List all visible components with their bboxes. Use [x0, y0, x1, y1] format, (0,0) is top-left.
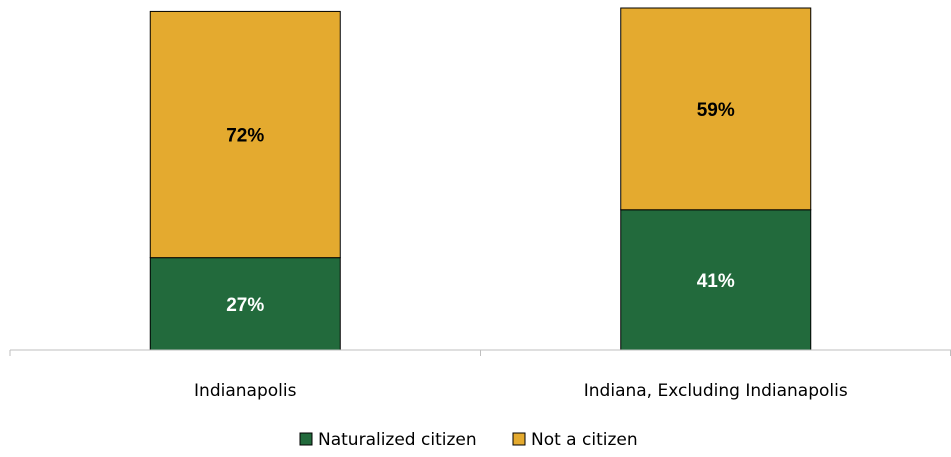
- legend-swatch-naturalized: [299, 432, 313, 446]
- data-label-not-citizen-0: 72%: [226, 126, 264, 147]
- legend-label-naturalized: Naturalized citizen: [318, 430, 477, 450]
- category-labels-group: Indianapolis Indiana, Excluding Indianapo…: [194, 381, 848, 401]
- data-label-naturalized-0: 27%: [226, 295, 264, 316]
- legend: Naturalized citizen Not a citizen: [299, 430, 638, 450]
- bar-not-citizen-0: [149, 10, 341, 259]
- category-label-1: Indiana, Excluding Indianapolis: [584, 381, 848, 401]
- x-axis: [9, 349, 951, 356]
- bars-group: [149, 7, 812, 351]
- data-label-not-citizen-1: 59%: [697, 100, 735, 121]
- data-label-naturalized-1: 41%: [697, 271, 735, 292]
- bar-labels-group: 27% 72% 41% 59%: [226, 100, 735, 316]
- legend-swatch-not-citizen: [512, 432, 526, 446]
- bar-not-citizen-1: [620, 7, 812, 211]
- category-label-0: Indianapolis: [194, 381, 297, 401]
- legend-label-not-citizen: Not a citizen: [531, 430, 638, 450]
- bar-naturalized-0: [149, 257, 341, 351]
